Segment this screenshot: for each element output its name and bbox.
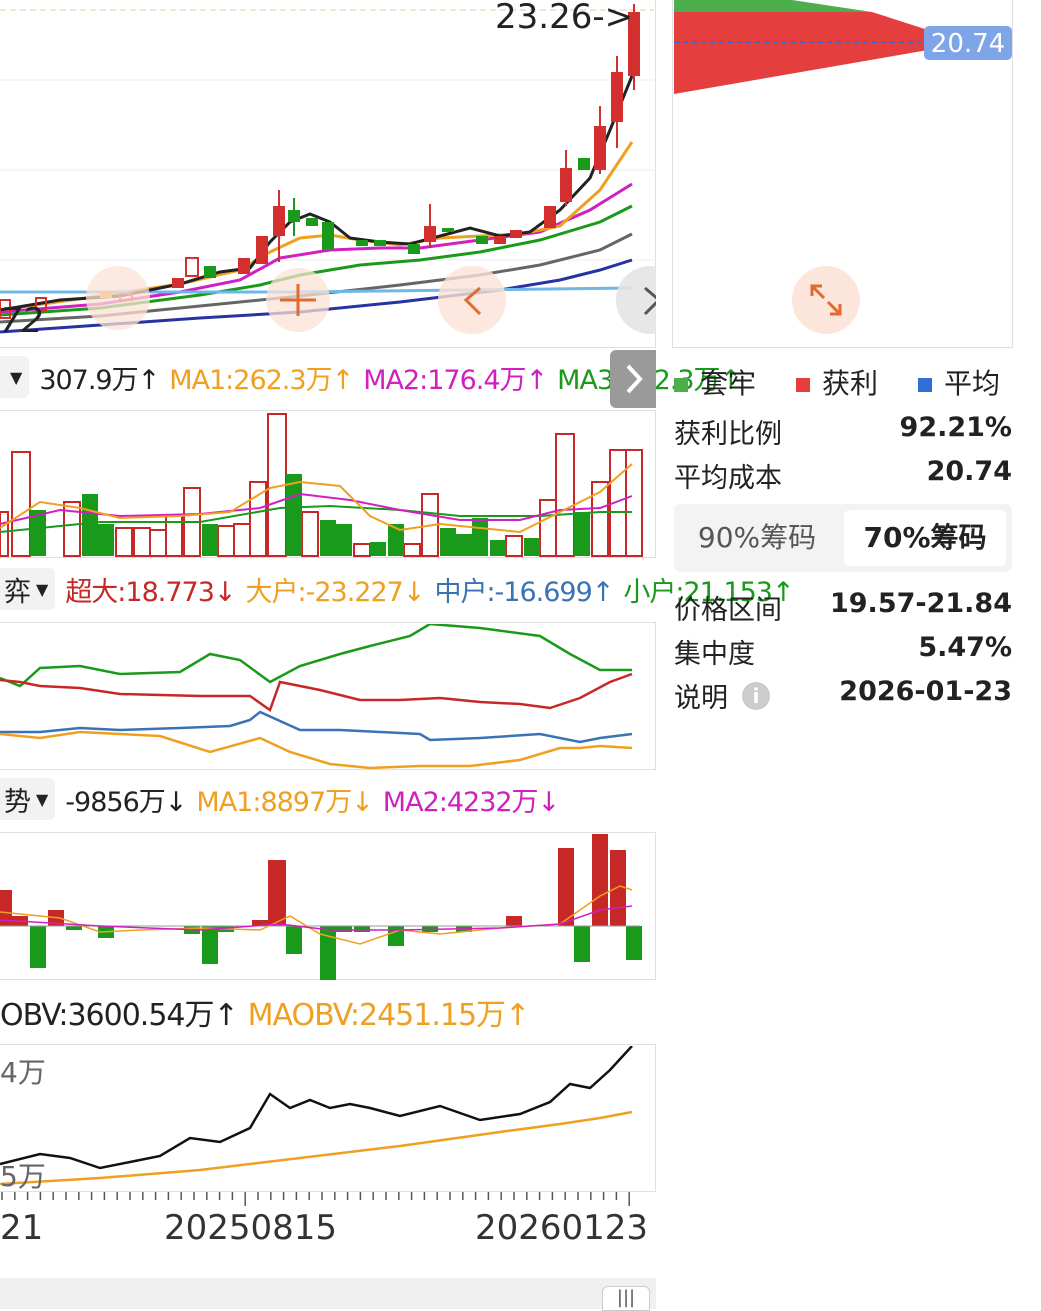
- obv-axis-top: 4万: [0, 1056, 46, 1089]
- legend-trapped-swatch: [674, 378, 688, 392]
- x-axis-ticks: [1, 1192, 630, 1206]
- tab-70-percent[interactable]: 70%筹码: [844, 510, 1006, 566]
- obv-axis-bottom: 5万: [0, 1160, 46, 1192]
- expand-icon: [810, 284, 842, 316]
- x-axis-left-label: 21: [0, 1208, 44, 1248]
- game-chart-panel: [0, 622, 656, 770]
- concentration-row: 集中度 5.47%: [674, 632, 1012, 670]
- trend-selector[interactable]: 势 ▼: [0, 778, 56, 820]
- volume-ma2: MA2:176.4万↑: [363, 364, 548, 396]
- price-chart-panel: [0, 0, 656, 348]
- price-range-value: 19.57-21.84: [829, 588, 1012, 619]
- x-axis-mid-label: 20250815: [164, 1208, 338, 1248]
- volume-ma1: MA1:262.3万↑: [169, 364, 354, 396]
- game-selector[interactable]: 弈 ▼: [0, 568, 56, 610]
- x-axis-right-label: 20260123: [475, 1208, 649, 1248]
- concentration-value: 5.47%: [918, 632, 1012, 663]
- trend-ma1: MA1:8897万↓: [196, 786, 373, 818]
- note-value: 2026-01-23: [839, 676, 1012, 707]
- prev-button[interactable]: [438, 266, 506, 334]
- game-chart: [0, 624, 633, 770]
- tab-90-percent[interactable]: 90%筹码: [697, 521, 817, 554]
- chip-distribution-panel: [672, 0, 1013, 348]
- volume-selector[interactable]: ▼: [0, 356, 30, 398]
- game-medium: 中户:-16.699↑: [434, 576, 614, 608]
- chip-tabs: 90%筹码 70%筹码: [674, 504, 1012, 572]
- profit-ratio-value: 92.21%: [899, 412, 1012, 443]
- legend-average-swatch: [918, 378, 933, 392]
- note-row: 说明 i 2026-01-23: [674, 676, 1012, 714]
- chart-circle-button[interactable]: [86, 266, 150, 330]
- trend-value: -9856万↓: [65, 786, 187, 818]
- avg-cost-value: 20.74: [926, 456, 1012, 487]
- high-price-label: 23.26->: [495, 0, 633, 37]
- scroll-track[interactable]: [0, 1278, 656, 1309]
- trend-ma2: MA2:4232万↓: [382, 786, 560, 818]
- legend-profit: 获利: [796, 362, 878, 402]
- chip-legend: 套牢 获利 平均: [674, 362, 1000, 402]
- game-large: 大户:-23.227↓: [245, 576, 426, 608]
- chip-distribution: 20.74: [674, 0, 1012, 334]
- price-range-row: 价格区间 19.57-21.84: [674, 588, 1012, 626]
- game-small: 小户:21.153↑: [623, 576, 794, 608]
- maobv-value: MAOBV:2451.15万↑: [247, 998, 531, 1033]
- price-chart: 23.26-> 72: [0, 0, 656, 341]
- avg-cost-tag: [924, 26, 1012, 60]
- chevron-right-icon: [626, 364, 643, 394]
- game-super-large: 超大:18.773↓: [65, 576, 236, 608]
- svg-text:20.74: 20.74: [931, 29, 1005, 59]
- legend-average: 平均: [918, 362, 1000, 402]
- volume-value: 307.9万↑: [39, 364, 160, 396]
- trend-chart: [0, 834, 642, 980]
- info-icon[interactable]: i: [742, 681, 770, 710]
- legend-profit-swatch: [796, 378, 811, 392]
- expand-indicators-button[interactable]: [610, 350, 656, 408]
- low-price-label: 72: [0, 301, 43, 341]
- next-button[interactable]: [616, 266, 656, 334]
- legend-trapped: 套牢: [674, 362, 756, 402]
- avg-cost-row: 平均成本 20.74: [674, 456, 1012, 494]
- profit-ratio-row: 获利比例 92.21%: [674, 412, 1012, 450]
- x-axis: 21 20250815 20260123: [0, 1208, 656, 1252]
- obv-chart-panel: [0, 1044, 656, 1192]
- obv-chart: 4万 5万: [0, 1046, 633, 1192]
- volume-chart: [0, 413, 643, 557]
- expand-button[interactable]: [792, 266, 860, 334]
- scroll-handle[interactable]: |||: [602, 1286, 650, 1311]
- volume-chart-panel: [0, 410, 656, 558]
- obv-value: OBV:3600.54万↑: [0, 998, 239, 1033]
- candles: [0, 4, 640, 319]
